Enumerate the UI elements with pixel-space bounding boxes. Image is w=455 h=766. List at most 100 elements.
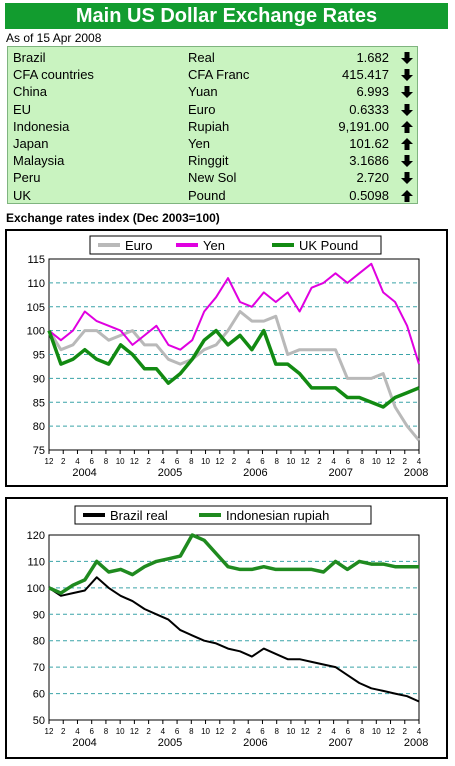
year-label: 2004 bbox=[72, 467, 96, 479]
rate-currency: Ringgit bbox=[188, 153, 229, 169]
x-tick-label: 2 bbox=[317, 727, 322, 736]
arrow-down-icon bbox=[401, 52, 413, 64]
y-tick-label: 80 bbox=[33, 636, 45, 648]
rate-currency: Pound bbox=[188, 187, 226, 203]
x-tick-label: 8 bbox=[274, 457, 279, 466]
y-tick-label: 80 bbox=[33, 421, 45, 433]
index-chart-panel-1: 75 80 85 90 95 100 105 110 115 12 2 4 6 8 10 12 2 4 6 8 10 12… bbox=[5, 229, 448, 487]
rate-value: 3.1686 bbox=[349, 153, 389, 169]
x-tick-label: 4 bbox=[331, 727, 336, 736]
rate-currency: Euro bbox=[188, 101, 216, 117]
x-tick-label: 2 bbox=[403, 727, 408, 736]
rate-value: 9,191.00 bbox=[338, 118, 389, 134]
y-tick-label: 90 bbox=[33, 373, 45, 385]
year-label: 2007 bbox=[328, 467, 352, 479]
x-tick-label: 2 bbox=[232, 727, 237, 736]
arrow-down-icon bbox=[401, 69, 413, 82]
x-tick-label: 6 bbox=[89, 457, 94, 466]
x-tick-label: 4 bbox=[161, 727, 166, 736]
rate-row: EU Euro 0.6333 bbox=[8, 101, 419, 118]
x-tick-label: 12 bbox=[130, 727, 139, 736]
x-tick-label: 4 bbox=[161, 457, 166, 466]
series-line-euro bbox=[47, 310, 421, 442]
x-tick-label: 12 bbox=[215, 457, 224, 466]
year-label: 2004 bbox=[72, 737, 96, 749]
arrow-down-icon bbox=[401, 172, 413, 185]
rate-country: Japan bbox=[13, 136, 49, 151]
rate-currency: New Sol bbox=[188, 170, 237, 186]
year-label: 2008 bbox=[404, 467, 428, 479]
y-tick-label: 110 bbox=[27, 278, 45, 290]
rate-row: UK Pound 0.5098 bbox=[8, 187, 419, 204]
x-tick-label: 6 bbox=[175, 727, 180, 736]
x-tick-label: 12 bbox=[215, 727, 224, 736]
y-tick-label: 90 bbox=[33, 609, 45, 621]
arrow-down-icon bbox=[401, 103, 413, 116]
arrow-up-icon bbox=[401, 189, 413, 202]
rate-row: China Yuan 6.993 bbox=[8, 83, 419, 100]
y-tick-label: 85 bbox=[33, 397, 45, 409]
rate-value: 101.62 bbox=[349, 136, 389, 151]
y-tick-label: 120 bbox=[27, 530, 45, 542]
arrow-down-icon bbox=[401, 86, 413, 99]
arrow-down-icon bbox=[401, 155, 413, 168]
series-line-uk-pound bbox=[47, 328, 420, 409]
x-tick-label: 12 bbox=[301, 457, 310, 466]
as-of-date: As of 15 Apr 2008 bbox=[6, 31, 102, 45]
x-tick-label: 4 bbox=[417, 727, 422, 736]
rate-row: Indonesia Rupiah 9,191.00 bbox=[8, 118, 419, 135]
rate-row: CFA countries CFA Franc 415.417 bbox=[8, 66, 419, 83]
legend-label: Indonesian rupiah bbox=[226, 508, 329, 523]
year-label: 2005 bbox=[158, 467, 182, 479]
y-tick-label: 110 bbox=[27, 556, 45, 568]
x-tick-label: 6 bbox=[346, 727, 351, 736]
x-tick-label: 6 bbox=[260, 727, 265, 736]
rate-currency: Real bbox=[188, 50, 215, 65]
x-tick-label: 2 bbox=[403, 457, 408, 466]
legend-label: Brazil real bbox=[110, 508, 168, 523]
rate-country: Malaysia bbox=[13, 153, 65, 169]
year-label: 2005 bbox=[158, 737, 182, 749]
arrow-up-icon bbox=[401, 138, 413, 150]
x-tick-label: 10 bbox=[372, 457, 381, 466]
x-tick-label: 4 bbox=[417, 457, 422, 466]
x-tick-label: 8 bbox=[104, 727, 109, 736]
rate-row: Brazil Real 1.682 bbox=[8, 49, 419, 66]
rate-value: 2.720 bbox=[356, 170, 389, 186]
x-tick-label: 6 bbox=[89, 727, 94, 736]
x-tick-label: 2 bbox=[232, 457, 237, 466]
rate-value: 415.417 bbox=[342, 67, 389, 83]
rate-currency: Yen bbox=[188, 136, 210, 151]
x-tick-label: 4 bbox=[75, 457, 80, 466]
rate-country: EU bbox=[13, 101, 32, 117]
x-tick-label: 4 bbox=[331, 457, 336, 466]
y-tick-label: 60 bbox=[33, 689, 45, 701]
x-tick-label: 2 bbox=[61, 727, 66, 736]
x-tick-label: 4 bbox=[75, 727, 80, 736]
index-subtitle: Exchange rates index (Dec 2003=100) bbox=[6, 211, 220, 225]
x-tick-label: 12 bbox=[386, 727, 395, 736]
year-label: 2007 bbox=[328, 737, 352, 749]
y-tick-label: 115 bbox=[27, 254, 45, 266]
rate-value: 6.993 bbox=[356, 84, 389, 100]
x-tick-label: 8 bbox=[104, 457, 109, 466]
x-tick-label: 12 bbox=[45, 457, 54, 466]
rate-country: Peru bbox=[13, 170, 41, 186]
legend-box bbox=[89, 235, 382, 255]
x-tick-label: 10 bbox=[201, 457, 210, 466]
x-tick-label: 10 bbox=[286, 457, 295, 466]
x-tick-label: 10 bbox=[201, 727, 210, 736]
rate-value: 0.6333 bbox=[349, 101, 389, 117]
x-tick-label: 8 bbox=[360, 457, 365, 466]
rate-row: Japan Yen 101.62 bbox=[8, 135, 419, 152]
year-label: 2008 bbox=[404, 737, 428, 749]
rate-row: Malaysia Ringgit 3.1686 bbox=[8, 152, 419, 169]
exchange-rates-table: Brazil Real 1.682 CFA countries CFA Franc 415… bbox=[7, 46, 418, 204]
x-tick-label: 8 bbox=[274, 727, 279, 736]
rate-currency: CFA Franc bbox=[188, 67, 250, 83]
x-tick-label: 6 bbox=[346, 457, 351, 466]
y-tick-label: 75 bbox=[33, 445, 45, 457]
rate-currency: Yuan bbox=[188, 84, 218, 100]
